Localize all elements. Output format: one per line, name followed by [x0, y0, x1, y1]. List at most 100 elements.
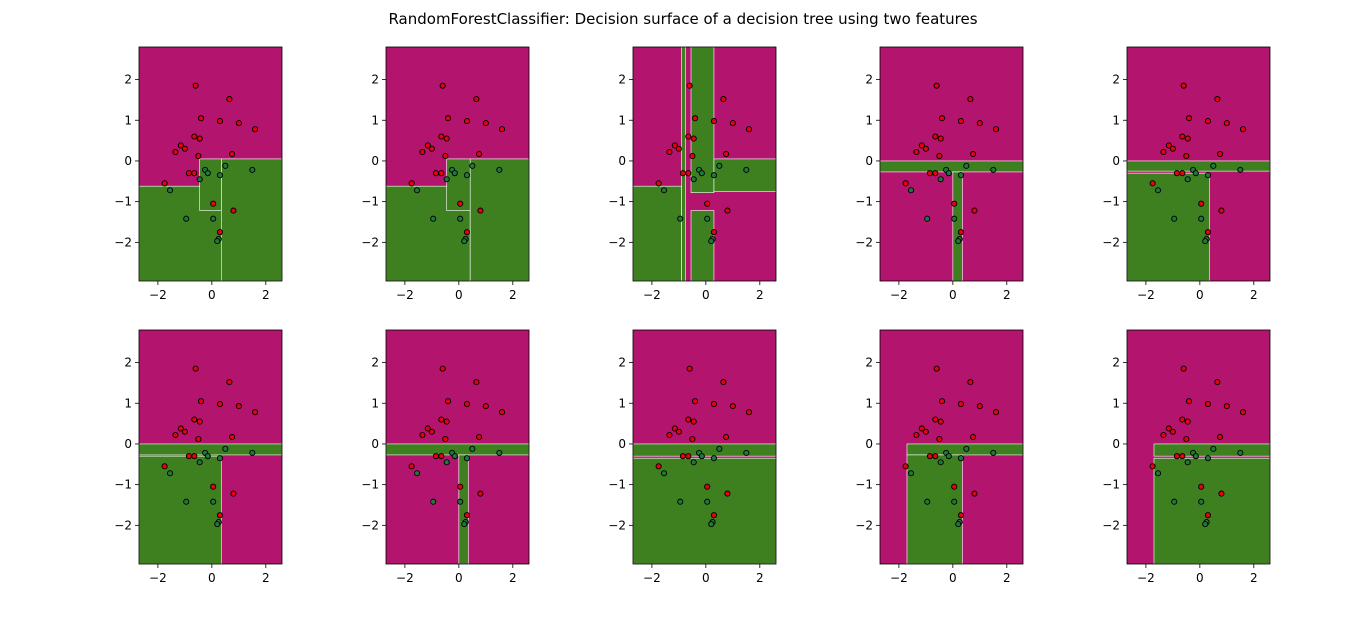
decision-region	[385, 443, 530, 456]
data-point	[951, 498, 958, 505]
data-point	[196, 176, 203, 183]
x-tick-label: 2	[756, 571, 764, 585]
x-tick-label: 0	[1196, 571, 1204, 585]
y-tick-label: 1	[865, 113, 873, 127]
data-point	[1204, 118, 1211, 125]
data-point	[198, 115, 205, 122]
data-point	[204, 170, 211, 177]
data-point	[1198, 483, 1205, 490]
y-tick-label: 0	[371, 437, 379, 451]
decision-region	[879, 160, 1024, 173]
data-point	[1184, 176, 1191, 183]
data-point	[1223, 120, 1230, 127]
data-point	[1154, 470, 1162, 477]
data-point	[743, 166, 750, 173]
data-point	[496, 166, 503, 173]
data-point	[1192, 453, 1199, 460]
data-point	[195, 153, 202, 160]
data-point	[498, 409, 506, 416]
data-point	[957, 229, 964, 236]
data-point	[992, 126, 1000, 133]
y-tick-label: −2	[114, 235, 132, 249]
x-tick-label: 0	[702, 571, 710, 585]
data-point	[482, 120, 489, 127]
data-point	[1180, 82, 1187, 89]
data-point	[1204, 455, 1211, 462]
data-point	[161, 463, 168, 470]
data-point	[1183, 436, 1190, 443]
data-point	[428, 428, 435, 435]
data-point	[161, 180, 168, 187]
data-point	[976, 120, 983, 127]
data-point	[1184, 135, 1191, 142]
data-point	[1210, 162, 1217, 169]
axes-frame	[138, 46, 283, 282]
decision-region	[952, 171, 963, 282]
data-point	[216, 118, 223, 125]
data-point	[463, 172, 470, 179]
data-point	[457, 483, 464, 490]
decision-region	[690, 210, 715, 282]
data-point	[442, 153, 449, 160]
data-point	[251, 409, 259, 416]
data-point	[723, 150, 730, 158]
data-point	[438, 453, 445, 460]
data-point	[183, 215, 190, 222]
data-point	[413, 187, 421, 194]
data-point	[442, 436, 449, 443]
data-point	[443, 459, 450, 466]
x-tick-label: 2	[509, 571, 517, 585]
x-tick-label: 0	[455, 571, 463, 585]
data-point	[172, 431, 179, 439]
data-point	[963, 162, 970, 169]
x-tick-label: 2	[509, 288, 517, 302]
data-point	[195, 436, 202, 443]
data-point	[1186, 398, 1193, 405]
data-point	[710, 229, 717, 236]
data-point	[686, 82, 693, 89]
subplot: −2 0 2 −2 −1 0 1 2	[114, 329, 283, 585]
data-point	[957, 172, 964, 179]
data-point	[710, 118, 717, 125]
data-point	[1217, 150, 1224, 158]
data-point	[932, 170, 939, 177]
data-point	[685, 133, 692, 140]
y-tick-label: −2	[1102, 235, 1120, 249]
x-tick-label: 2	[1250, 288, 1258, 302]
x-tick-label: 0	[208, 571, 216, 585]
subplot: −2 0 2 −2 −1 0 1 2	[855, 46, 1024, 302]
axes-frame	[138, 329, 283, 565]
data-point	[226, 96, 233, 103]
data-point	[1223, 403, 1230, 410]
data-point	[192, 82, 199, 89]
data-point	[922, 145, 929, 152]
data-point	[932, 416, 939, 423]
decision-region	[138, 443, 283, 456]
data-point	[704, 483, 711, 490]
data-point	[932, 133, 939, 140]
data-point	[463, 512, 470, 519]
data-point	[196, 135, 203, 142]
data-point	[216, 401, 223, 408]
data-point	[477, 207, 484, 214]
data-point	[933, 365, 940, 372]
data-point	[1204, 401, 1211, 408]
decision-region	[220, 158, 283, 282]
data-point	[226, 379, 233, 386]
data-point	[419, 431, 426, 439]
y-tick-label: 0	[1112, 437, 1120, 451]
y-tick-label: 2	[618, 73, 626, 87]
data-point	[477, 490, 484, 497]
x-tick-label: −2	[643, 288, 661, 302]
data-point	[222, 445, 229, 452]
data-point	[710, 172, 717, 179]
y-tick-label: 2	[124, 356, 132, 370]
data-point	[443, 418, 450, 425]
data-point	[936, 436, 943, 443]
y-tick-label: 2	[865, 356, 873, 370]
data-point	[907, 470, 915, 477]
data-point	[918, 425, 925, 432]
x-tick-label: 2	[262, 571, 270, 585]
data-point	[1198, 498, 1205, 505]
data-point	[716, 445, 723, 452]
